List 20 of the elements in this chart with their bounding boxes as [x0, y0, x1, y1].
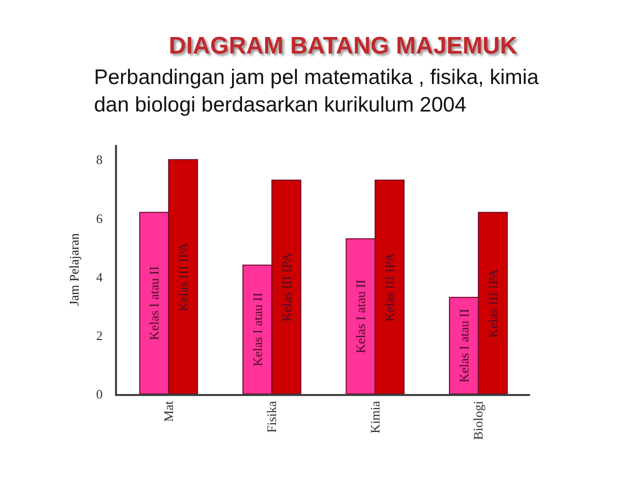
series-label: Kelas III IPA — [176, 242, 191, 312]
text: Kelas III IPA — [382, 252, 398, 322]
y-axis-title: Jam Pelajaran — [66, 232, 82, 306]
series-label: Kelas I atau II — [250, 292, 265, 367]
y-tick-label: 4 — [96, 269, 104, 284]
x-tick-label: Fisika — [264, 400, 280, 433]
chart-subtitle: Perbandingan jam pel matematika , fisika, kimia dan biologi berdasarkan kurikulum 2004 — [94, 66, 540, 116]
y-tick-label: 8 — [96, 152, 103, 168]
y-tick-label: 6 — [96, 210, 104, 226]
chart-title: DIAGRAM BATANG MAJEMUK — [168, 32, 518, 60]
text: Kelas I atau II — [353, 279, 368, 354]
text: Kelas I atau II — [146, 266, 162, 340]
y-tick-label: 0 — [96, 386, 103, 402]
text: Kelas III IPA — [485, 269, 500, 338]
x-tick-label: Kimia — [367, 400, 382, 434]
y-tick-label: 2 — [96, 328, 103, 343]
text: Kelas III IPA — [278, 252, 294, 322]
x-tick-label: Mat — [160, 400, 176, 422]
text: Kelas I atau II — [456, 308, 472, 383]
x-tick-label: Biologi — [470, 400, 486, 440]
